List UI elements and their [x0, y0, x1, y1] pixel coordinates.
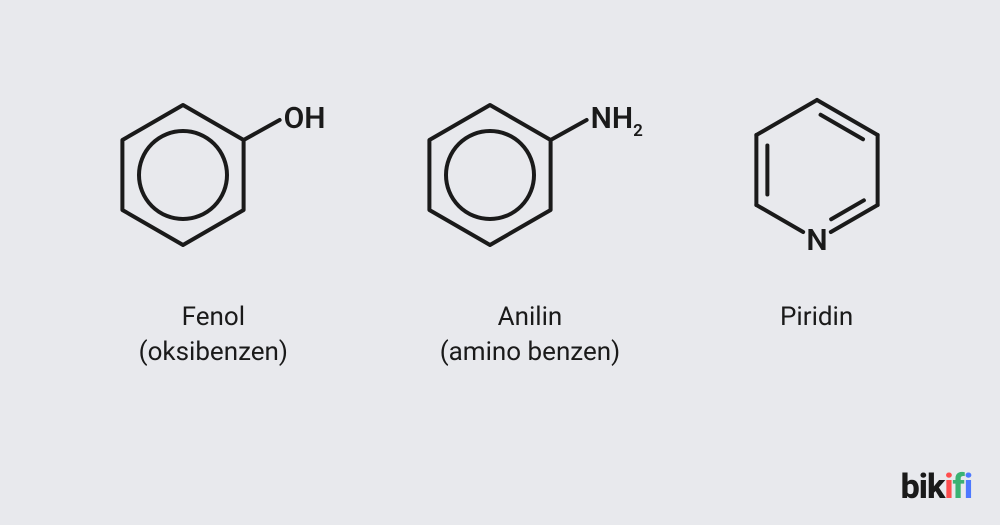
- pyridine-structure: N: [717, 80, 917, 270]
- logo-letter: i: [919, 467, 927, 507]
- molecule-name: Fenol: [139, 300, 288, 335]
- logo-letter: k: [927, 467, 944, 507]
- molecule-altname: (oksibenzen): [139, 335, 288, 370]
- molecule-row: OH Fenol (oksibenzen) NH2 Anilin: [0, 0, 1000, 370]
- molecule-altname: (amino benzen): [440, 335, 620, 370]
- molecule-aniline: NH2 Anilin (amino benzen): [390, 80, 670, 370]
- molecule-label: Piridin: [780, 300, 853, 335]
- aniline-structure: NH2: [390, 80, 670, 270]
- molecule-phenol: OH Fenol (oksibenzen): [83, 80, 343, 370]
- pyridine-ring: [756, 100, 877, 232]
- hetero-atom-label: N: [806, 223, 827, 258]
- logo-letter: i: [964, 467, 972, 507]
- substituent-label: NH2: [591, 101, 643, 141]
- logo-letter: b: [901, 467, 919, 507]
- molecule-pyridine: N Piridin: [717, 80, 917, 335]
- molecule-label: Fenol (oksibenzen): [139, 300, 288, 370]
- brand-logo: bikifi: [901, 467, 972, 507]
- molecule-name: Anilin: [440, 300, 620, 335]
- benzene-ring: [123, 105, 280, 245]
- molecule-name: Piridin: [780, 300, 853, 335]
- logo-letter: f: [953, 467, 964, 507]
- molecule-label: Anilin (amino benzen): [440, 300, 620, 370]
- benzene-ring: [429, 105, 586, 245]
- substituent-label: OH: [284, 101, 326, 136]
- logo-letter: i: [944, 467, 952, 507]
- phenol-structure: OH: [83, 80, 343, 270]
- diagram-canvas: OH Fenol (oksibenzen) NH2 Anilin: [0, 0, 1000, 525]
